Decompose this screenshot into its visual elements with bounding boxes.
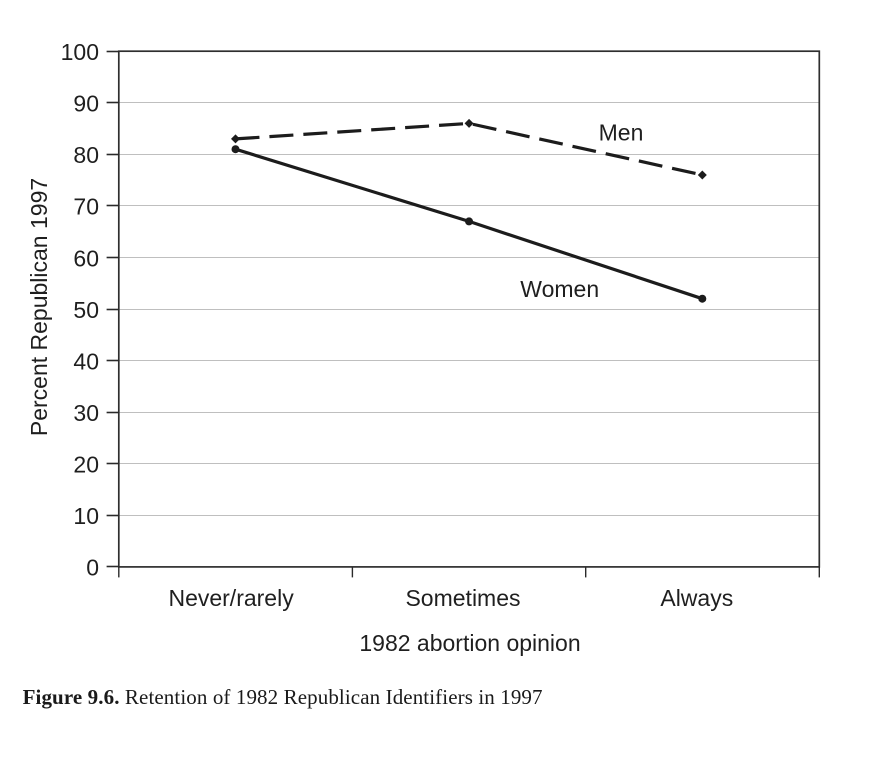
svg-text:Men: Men [599,119,644,145]
svg-text:Always: Always [660,585,733,611]
svg-text:80: 80 [73,142,99,168]
svg-text:1982 abortion opinion: 1982 abortion opinion [359,630,580,656]
svg-text:0: 0 [86,555,99,581]
svg-text:100: 100 [61,39,99,65]
svg-text:20: 20 [73,452,99,478]
svg-text:Figure 9.6. Retention of 1982: Figure 9.6. Retention of 1982 Republican… [23,685,543,709]
svg-text:60: 60 [73,245,99,271]
svg-text:Sometimes: Sometimes [405,585,520,611]
svg-text:50: 50 [73,297,99,323]
svg-text:Percent Republican 1997: Percent Republican 1997 [26,178,52,436]
svg-text:70: 70 [73,194,99,220]
svg-text:Never/rarely: Never/rarely [168,585,294,611]
svg-text:Women: Women [520,276,599,302]
svg-text:10: 10 [73,503,99,529]
svg-text:30: 30 [73,400,99,426]
svg-text:90: 90 [73,91,99,117]
svg-text:40: 40 [73,348,99,374]
